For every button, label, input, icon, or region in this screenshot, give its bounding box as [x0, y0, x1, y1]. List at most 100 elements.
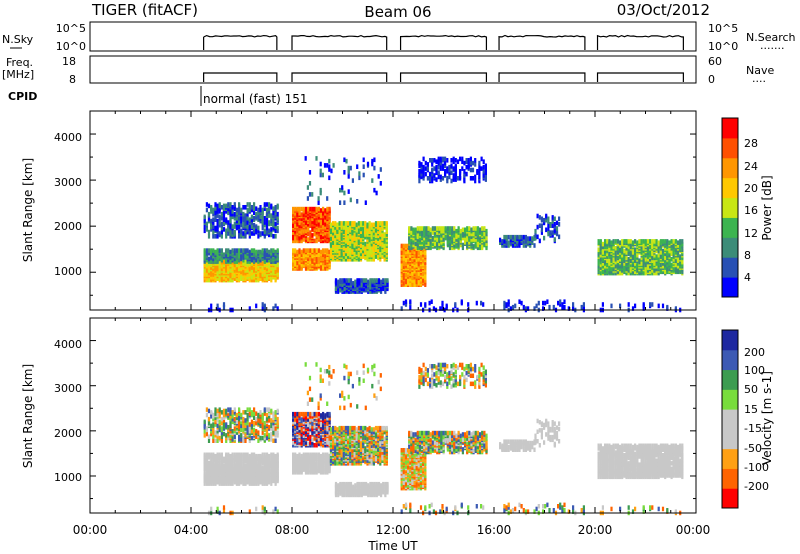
power-cell — [229, 218, 232, 224]
power-cell — [246, 216, 249, 221]
power-cell — [400, 243, 403, 249]
power-cell — [370, 230, 373, 236]
power-cell — [509, 237, 512, 243]
power-cell — [547, 216, 550, 222]
power-cell — [670, 262, 673, 268]
power-cell — [551, 215, 554, 220]
power-cell — [304, 227, 308, 233]
power-cell — [402, 250, 405, 256]
power-cell — [349, 165, 352, 171]
power-cell — [433, 235, 437, 241]
power-cell — [250, 248, 253, 253]
velocity-cell — [253, 476, 256, 481]
velocity-cell — [210, 469, 213, 474]
power-cell — [240, 214, 243, 220]
power-cell — [404, 299, 408, 304]
power-cell — [332, 221, 335, 226]
power-cell — [349, 285, 353, 290]
power-cell — [362, 230, 365, 236]
power-cell — [244, 234, 247, 239]
power-cell — [235, 253, 238, 259]
power-cell — [220, 225, 223, 231]
power-cell — [337, 289, 340, 294]
power-cell — [625, 239, 628, 244]
power-cell — [597, 239, 600, 244]
power-cell — [448, 238, 452, 244]
velocity-cell — [229, 474, 232, 480]
power-cell — [373, 165, 376, 171]
power-cell — [368, 221, 371, 226]
power-cell — [317, 251, 320, 256]
power-cell — [505, 241, 508, 247]
power-cell — [315, 257, 318, 263]
power-cell — [298, 252, 301, 257]
power-cell — [259, 272, 262, 277]
power-cell — [614, 259, 617, 265]
power-cell — [233, 221, 236, 227]
power-cell — [265, 248, 269, 253]
power-colorbar-band — [722, 197, 738, 218]
power-cell — [371, 278, 374, 283]
power-cell — [614, 270, 617, 276]
power-cell — [629, 262, 632, 268]
power-cell — [431, 178, 434, 184]
power-cell — [334, 285, 338, 290]
power-cell — [214, 263, 217, 269]
power-cell — [263, 220, 266, 225]
power-cell — [319, 187, 322, 193]
velocity-cell — [233, 463, 236, 468]
power-cell — [265, 251, 269, 256]
power-cell — [655, 263, 658, 269]
power-cell — [349, 257, 352, 262]
power-cell — [606, 262, 609, 268]
power-cell — [679, 263, 682, 269]
power-cell — [444, 163, 447, 169]
power-cell — [344, 221, 348, 226]
power-cell — [214, 213, 217, 218]
power-cell — [606, 258, 609, 263]
power-cell — [246, 253, 249, 259]
power-cell — [231, 232, 234, 238]
power-cell — [483, 226, 486, 231]
power-cell — [336, 240, 339, 245]
power-cell — [379, 252, 382, 258]
power-ytick-1000: 1000 — [54, 265, 82, 278]
power-cell — [621, 241, 624, 247]
velocity-cell — [244, 463, 247, 469]
power-cell — [383, 241, 386, 247]
power-cell — [421, 240, 424, 245]
power-cell — [614, 239, 617, 244]
power-cell — [351, 229, 354, 234]
power-cell — [453, 242, 456, 248]
power-cell — [263, 303, 266, 309]
power-cell — [469, 156, 472, 162]
power-cell — [222, 217, 226, 222]
power-cell — [599, 270, 602, 276]
power-cell — [231, 272, 234, 277]
power-cell — [300, 230, 303, 235]
velocity-cell — [203, 481, 206, 486]
power-cell — [339, 286, 342, 292]
power-cell — [522, 234, 525, 240]
power-cell — [507, 302, 510, 307]
velocity-cell — [270, 469, 273, 474]
power-cell — [304, 264, 308, 270]
power-cell — [302, 259, 305, 264]
power-cell — [296, 264, 299, 270]
power-cell — [360, 282, 363, 287]
power-cell — [558, 234, 561, 240]
power-cell — [420, 164, 423, 170]
power-cell — [349, 248, 352, 254]
power-cell — [400, 258, 403, 264]
power-cell — [638, 258, 641, 263]
power-cell — [368, 226, 371, 232]
power-cell — [408, 234, 411, 240]
power-cell — [400, 306, 403, 311]
power-cell — [326, 233, 329, 238]
power-cell — [261, 220, 264, 225]
power-cell — [338, 232, 341, 237]
power-cell — [384, 285, 387, 290]
power-cell — [421, 228, 424, 234]
power-cell — [227, 248, 230, 253]
power-cell — [272, 306, 275, 311]
